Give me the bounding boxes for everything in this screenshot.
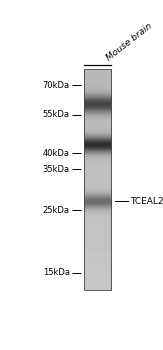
Text: Mouse brain: Mouse brain (105, 21, 154, 62)
Text: 40kDa: 40kDa (43, 149, 70, 158)
Text: TCEAL2: TCEAL2 (130, 197, 163, 205)
Text: 15kDa: 15kDa (43, 268, 70, 277)
Text: 70kDa: 70kDa (43, 81, 70, 90)
Text: 55kDa: 55kDa (43, 110, 70, 119)
Text: 25kDa: 25kDa (43, 206, 70, 215)
Text: 35kDa: 35kDa (43, 165, 70, 174)
Bar (84, 69, 111, 290)
